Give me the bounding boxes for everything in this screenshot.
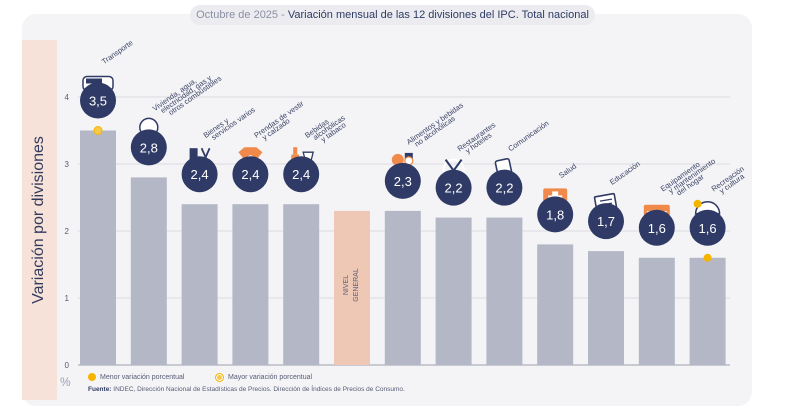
value-badge: [588, 203, 624, 240]
value-label: 2,3: [394, 174, 412, 189]
bar: [232, 204, 269, 365]
legend-min: Menor variación porcentual: [88, 373, 184, 381]
category-label: Comunicación: [506, 119, 550, 154]
bar: [283, 204, 320, 365]
bar: [181, 204, 218, 365]
value-badge: [689, 209, 726, 246]
bar: [588, 251, 624, 365]
title-separator: -: [281, 9, 285, 21]
y-tick-label: 0: [65, 361, 70, 370]
legend-max-label: Mayor variación porcentual: [228, 374, 313, 381]
y-tick-label: 1: [65, 294, 70, 303]
value-label: 1,6: [648, 221, 666, 236]
value-badge: [435, 169, 472, 206]
value-label: 2,4: [292, 167, 310, 182]
bar: [537, 244, 574, 365]
bar: [638, 257, 675, 365]
bar: [689, 257, 726, 365]
max-marker: [93, 126, 103, 135]
source-note: Fuente: INDEC, Dirección Nacional de Est…: [88, 386, 405, 393]
y-tick-label: 2: [65, 227, 70, 236]
y-axis-band: [22, 40, 57, 400]
value-label: 1,6: [699, 221, 717, 236]
max-marker-icon: [215, 373, 224, 382]
category-label: Educación: [608, 159, 642, 186]
unit-label: %: [60, 375, 71, 389]
value-badge: [283, 156, 320, 193]
value-badge: [181, 156, 218, 193]
value-badge: [80, 82, 116, 119]
category-label: Salud: [557, 162, 578, 180]
chart-title: Octubre de 2025 - Variación mensual de l…: [190, 5, 595, 25]
value-label: 1,7: [597, 214, 615, 229]
highlight-bar-label: GENERAL: [353, 268, 360, 302]
value-badge: [130, 129, 167, 166]
bar: [334, 210, 370, 365]
min-marker: [703, 253, 712, 262]
source-label: Fuente:: [88, 386, 112, 393]
value-badge: [638, 209, 675, 246]
legend-max: Mayor variación porcentual: [215, 373, 312, 382]
value-label: 2,2: [495, 181, 513, 196]
value-label: 2,8: [140, 140, 158, 155]
category-label: Transporte: [100, 38, 135, 66]
title-date: Octubre de 2025: [196, 9, 279, 21]
value-label: 2,2: [445, 181, 463, 196]
bar: [130, 177, 167, 365]
value-badge: [537, 196, 574, 233]
legend-min-label: Menor variación porcentual: [100, 373, 185, 381]
bar: [384, 210, 421, 365]
source-text: INDEC, Dirección Nacional de Estadística…: [113, 386, 405, 393]
y-tick-label: 4: [65, 93, 70, 102]
value-badge: [232, 156, 269, 193]
value-label: 3,5: [89, 94, 107, 109]
value-badge: [384, 162, 421, 199]
bar: [80, 130, 116, 365]
bar: [435, 217, 472, 365]
value-label: 1,8: [546, 207, 564, 222]
min-marker-icon: [88, 373, 96, 381]
value-label: 2,4: [191, 167, 209, 182]
y-tick-label: 3: [65, 160, 70, 169]
highlight-bar-label: NIVEL: [343, 275, 350, 295]
value-badge: [486, 169, 523, 206]
bar: [486, 217, 523, 365]
title-text: Variación mensual de las 12 divisiones d…: [287, 9, 589, 21]
value-label: 2,4: [241, 167, 259, 182]
